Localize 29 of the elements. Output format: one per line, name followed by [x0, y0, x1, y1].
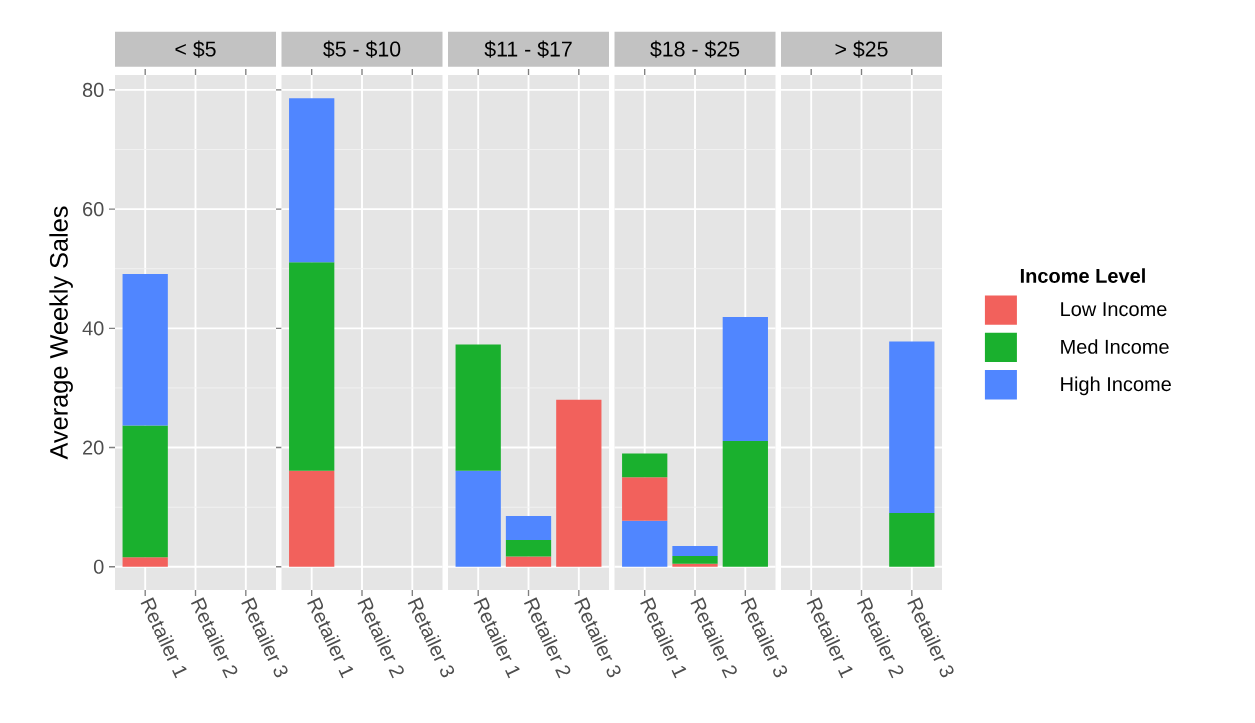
legend-label: Low Income	[1061, 302, 1167, 317]
y-tick-label: 80	[82, 82, 104, 97]
legend-label: Med Income	[1061, 339, 1169, 354]
legend-label: High Income	[1061, 376, 1171, 396]
y-tick-label: 20	[83, 440, 104, 455]
bar	[505, 556, 552, 567]
bar	[455, 470, 501, 567]
chart-title: < $5	[175, 40, 216, 58]
chart-title: $5 - $10	[323, 40, 401, 58]
legend-title: Income Level	[1020, 268, 1145, 283]
bar	[722, 440, 768, 567]
y-tick-label: 0	[93, 559, 104, 574]
chart-title: > $25	[835, 40, 888, 58]
bar	[505, 516, 552, 540]
bar	[622, 453, 668, 478]
bar	[672, 545, 718, 557]
chart-title: $18 - $25	[650, 40, 740, 58]
bar	[722, 317, 768, 441]
bar	[622, 520, 668, 567]
bar	[672, 556, 718, 564]
bar	[672, 563, 718, 567]
y-tick-label: 40	[82, 321, 104, 336]
y-tick-label: 60	[83, 202, 104, 217]
bar	[455, 344, 501, 471]
bar	[622, 477, 668, 521]
chart-title: $11 - $17	[484, 40, 572, 58]
bar	[505, 539, 552, 557]
bar	[556, 399, 602, 567]
y-axis-title: Average Weekly Sales	[49, 206, 73, 460]
